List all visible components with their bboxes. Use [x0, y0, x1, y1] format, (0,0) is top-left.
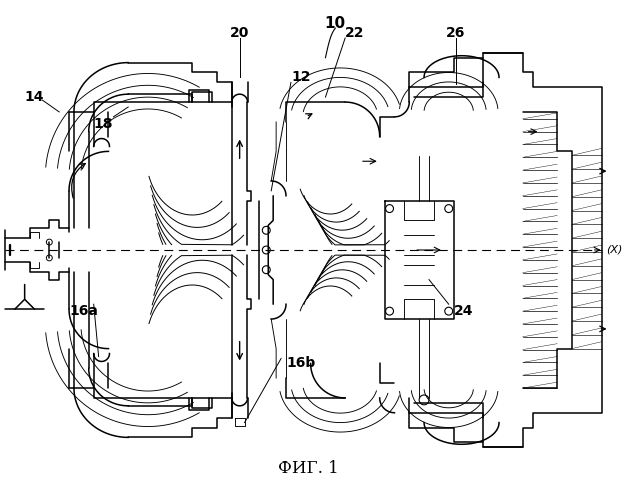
- Text: 18: 18: [94, 117, 113, 131]
- Text: 26: 26: [446, 26, 465, 40]
- Text: 22: 22: [345, 26, 365, 40]
- Text: 24: 24: [454, 304, 473, 318]
- Text: 12: 12: [291, 70, 311, 85]
- Text: (X): (X): [606, 245, 623, 255]
- Text: ФИГ. 1: ФИГ. 1: [278, 460, 339, 477]
- Text: 14: 14: [25, 90, 44, 104]
- Text: 16b: 16b: [286, 356, 316, 370]
- Text: 20: 20: [230, 26, 249, 40]
- Text: 10: 10: [325, 16, 346, 30]
- Text: 16a: 16a: [69, 304, 98, 318]
